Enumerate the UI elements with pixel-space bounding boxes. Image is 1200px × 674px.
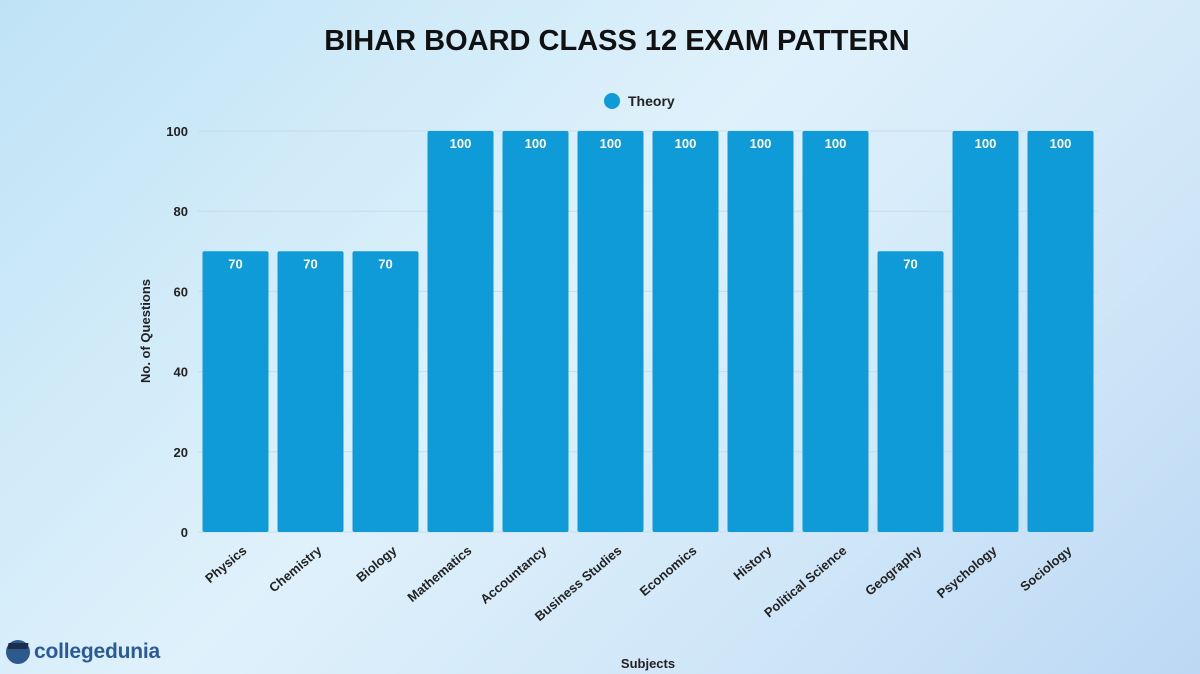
- y-tick-label: 40: [174, 365, 188, 380]
- graduation-cap-icon: [6, 640, 30, 664]
- bar-chemistry: [277, 251, 344, 533]
- bar-value-label-economics: 100: [675, 136, 697, 151]
- bar-psychology: [952, 131, 1019, 532]
- y-tick-label: 20: [174, 445, 188, 460]
- bars: 70 70 70 100 100 100 100 100 100 70 100 100: [202, 131, 1094, 533]
- y-tick-label: 80: [174, 204, 188, 219]
- grid-lines: [198, 130, 1098, 533]
- logo-text: collegedunia: [34, 640, 160, 663]
- x-tick-label-psychology: Psychology: [934, 542, 1000, 601]
- bar-value-label-political-science: 100: [825, 136, 847, 151]
- bar-value-label-accountancy: 100: [525, 136, 547, 151]
- y-tick-label: 0: [181, 525, 188, 540]
- x-tick-label-sociology: Sociology: [1017, 542, 1075, 594]
- x-axis-label: Subjects: [621, 656, 675, 671]
- x-tick-label-biology: Biology: [353, 542, 400, 585]
- x-tick-label-political-science: Political Science: [761, 543, 849, 620]
- bar-economics: [652, 131, 719, 532]
- legend: Theory: [604, 93, 675, 109]
- bar-physics: [202, 251, 269, 533]
- collegedunia-logo: collegedunia: [6, 640, 160, 664]
- bar-value-label-chemistry: 70: [303, 256, 317, 271]
- legend-marker-theory: [604, 93, 620, 109]
- bar-value-label-physics: 70: [228, 256, 242, 271]
- x-tick-label-accountancy: Accountancy: [477, 542, 550, 606]
- bar-value-label-biology: 70: [378, 256, 392, 271]
- bar-geography: [877, 251, 944, 533]
- x-tick-label-history: History: [730, 542, 775, 583]
- bar-value-label-mathematics: 100: [450, 136, 472, 151]
- bar-history: [727, 131, 794, 532]
- bar-biology: [352, 251, 419, 533]
- x-tick-label-chemistry: Chemistry: [266, 542, 325, 595]
- bar-business-studies: [577, 131, 644, 532]
- y-axis-label: No. of Questions: [138, 279, 153, 383]
- x-axis-ticks: Physics Chemistry Biology Mathematics Accoun…: [202, 542, 1075, 624]
- bar-accountancy: [502, 131, 569, 532]
- x-tick-label-mathematics: Mathematics: [404, 543, 474, 605]
- y-tick-label: 100: [166, 124, 188, 139]
- x-tick-label-economics: Economics: [637, 543, 700, 599]
- legend-label-theory: Theory: [628, 93, 675, 109]
- bar-value-label-psychology: 100: [975, 136, 997, 151]
- y-axis-ticks: 0 20 40 60 80 100: [166, 124, 188, 540]
- bar-value-label-history: 100: [750, 136, 772, 151]
- bar-value-label-geography: 70: [903, 256, 917, 271]
- bar-value-label-business-studies: 100: [600, 136, 622, 151]
- bar-value-label-sociology: 100: [1050, 136, 1072, 151]
- bar-mathematics: [427, 131, 494, 532]
- bar-political-science: [802, 131, 869, 532]
- bar-sociology: [1027, 131, 1094, 532]
- y-tick-label: 60: [174, 284, 188, 299]
- x-tick-label-geography: Geography: [862, 542, 925, 598]
- chart-title: BIHAR BOARD CLASS 12 EXAM PATTERN: [324, 25, 909, 57]
- x-tick-label-physics: Physics: [202, 543, 249, 586]
